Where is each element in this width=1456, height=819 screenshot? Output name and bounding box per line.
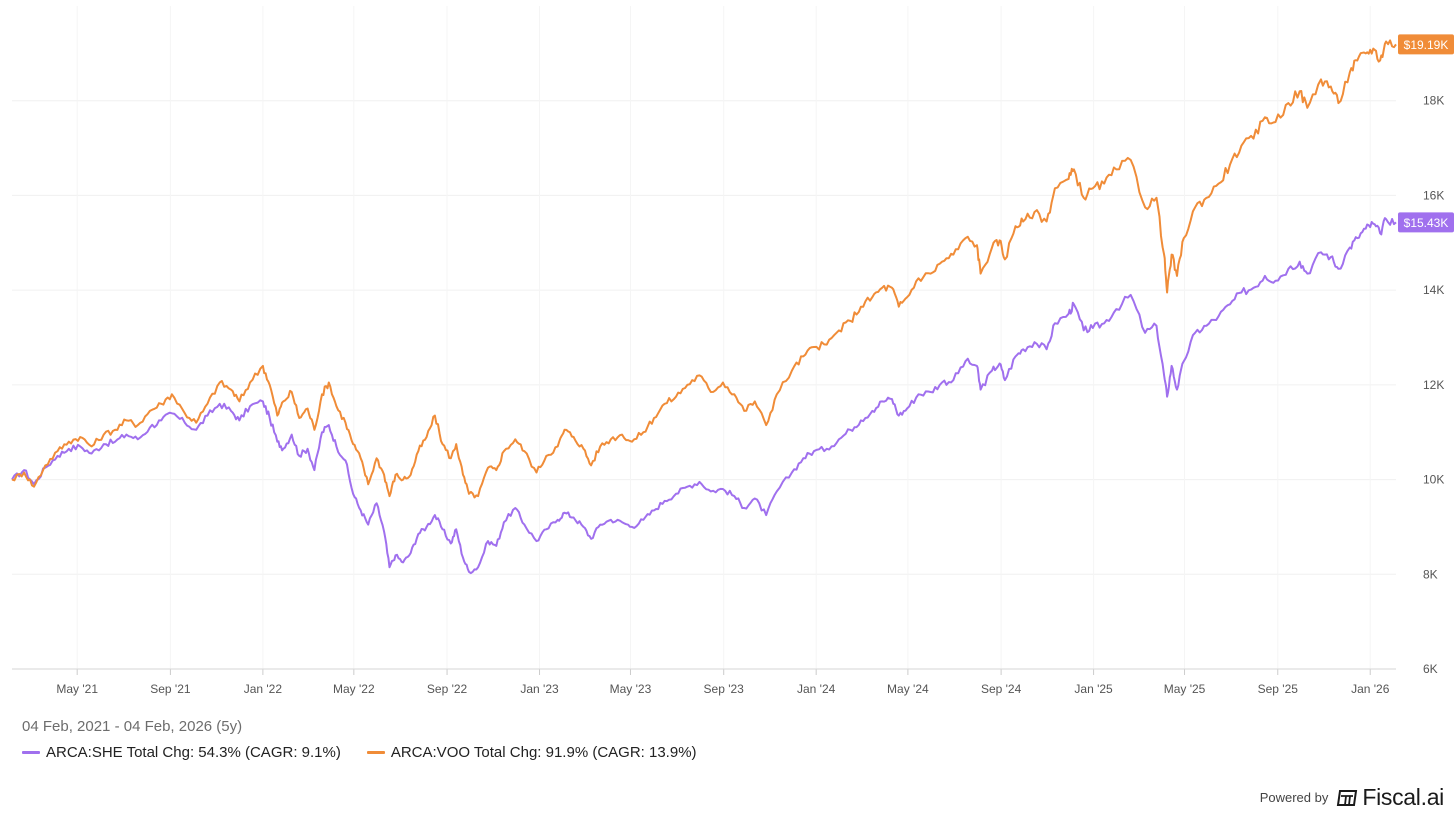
x-tick-label: May '24	[887, 682, 929, 696]
line-chart: 6K 8K 10K 12K 14K 16K 18K May '21 Sep '21 Jan '22…	[11, 6, 1454, 696]
x-tick-label: Sep '22	[427, 682, 468, 696]
fiscal-logo-icon	[1337, 789, 1358, 806]
x-tick-label: May '22	[333, 682, 375, 696]
date-range-label: 04 Feb, 2021 - 04 Feb, 2026 (5y)	[22, 718, 243, 735]
legend-label-she: ARCA:SHE Total Chg: 54.3% (CAGR: 9.1%)	[46, 744, 341, 761]
legend-item-she[interactable]: ARCA:SHE Total Chg: 54.3% (CAGR: 9.1%)	[22, 744, 341, 761]
end-label-badge	[1398, 212, 1454, 233]
brand-name: Fiscal.ai	[1362, 784, 1444, 810]
series-line-arca-voo	[11, 39, 1397, 499]
x-tick-label: Jan '26	[1351, 682, 1390, 696]
legend-swatch-voo	[366, 751, 385, 754]
powered-by[interactable]: Powered by Fiscal.ai	[1259, 784, 1445, 811]
series-line-arca-she	[11, 217, 1397, 575]
y-tick-label: 6K	[1423, 662, 1438, 676]
axes: 6K 8K 10K 12K 14K 16K 18K May '21 Sep '21 Jan '22…	[12, 94, 1444, 696]
y-tick-label: 18K	[1423, 94, 1444, 108]
x-tick-label: Sep '23	[704, 682, 745, 696]
x-tick-label: May '21	[56, 682, 98, 696]
x-tick-label: May '25	[1164, 682, 1206, 696]
x-tick-label: May '23	[610, 682, 652, 696]
x-tick-label: Jan '22	[244, 682, 283, 696]
x-tick-label: Sep '25	[1258, 682, 1299, 696]
x-tick-label: Jan '23	[520, 682, 559, 696]
end-label-text: $15.43K	[1404, 216, 1449, 230]
x-tick-label: Jan '24	[797, 682, 836, 696]
end-label-badge	[1398, 34, 1454, 55]
series-layer	[11, 39, 1397, 575]
y-tick-label: 14K	[1423, 283, 1444, 297]
y-tick-label: 12K	[1423, 378, 1444, 392]
x-tick-label: Jan '25	[1074, 682, 1113, 696]
y-tick-label: 16K	[1423, 188, 1444, 202]
legend-label-voo: ARCA:VOO Total Chg: 91.9% (CAGR: 13.9%)	[390, 744, 697, 761]
y-tick-label: 10K	[1423, 473, 1444, 487]
grid	[12, 6, 1396, 669]
x-tick-label: Sep '24	[981, 682, 1022, 696]
powered-by-text: Powered by	[1259, 790, 1329, 805]
x-tick-label: Sep '21	[150, 682, 191, 696]
end-labels: $15.43K $19.19K	[1398, 34, 1454, 233]
end-label-text: $19.19K	[1404, 38, 1449, 52]
y-tick-label: 8K	[1423, 567, 1438, 581]
legend-swatch-she	[22, 751, 40, 754]
legend-item-voo[interactable]: ARCA:VOO Total Chg: 91.9% (CAGR: 13.9%)	[366, 744, 697, 761]
legend: ARCA:SHE Total Chg: 54.3% (CAGR: 9.1%) A…	[22, 744, 697, 761]
